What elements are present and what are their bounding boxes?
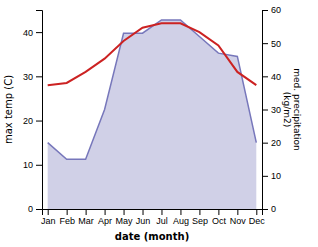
marks	[48, 20, 257, 209]
axis-line	[36, 11, 43, 210]
tick-label: Jul	[156, 216, 168, 226]
tick-mark	[237, 209, 238, 215]
tick-mark	[262, 10, 268, 11]
tick: 10	[262, 171, 281, 181]
tick-label: 20	[271, 138, 281, 148]
tick-label: 0	[271, 204, 276, 214]
tick-label: 10	[271, 171, 281, 181]
tick: 20	[23, 116, 42, 126]
tick: May	[116, 209, 134, 226]
chart: JanFebMar Apr MayJun Jul AugSep OctNovDec 0 10 2…	[0, 0, 318, 247]
tick: 0	[262, 204, 276, 214]
tick: 30	[262, 105, 281, 115]
tick-label: Jun	[136, 216, 151, 226]
tick-label: Sep	[192, 216, 208, 226]
tick-label: Nov	[230, 216, 247, 226]
tick: 40	[262, 72, 281, 82]
tick-label: 40	[271, 72, 281, 82]
tick-label: 50	[271, 39, 281, 49]
tick-mark	[161, 209, 162, 215]
tick-mark	[36, 165, 42, 166]
tick-label: Mar	[78, 216, 94, 226]
tick-mark	[143, 209, 144, 215]
y-axis: 0 10 20 30 40	[23, 11, 43, 215]
tick-label: Feb	[59, 216, 75, 226]
tick: Nov	[230, 209, 247, 226]
tick: 30	[23, 72, 42, 82]
tick-label: Jan	[41, 216, 56, 226]
tick-label: Aug	[173, 216, 189, 226]
tick: 0	[28, 204, 42, 214]
y2-axis: 0 10 20 30 40 50 60	[262, 5, 281, 214]
x-axis-title: date (month)	[115, 231, 189, 242]
tick-label: 0	[28, 204, 33, 214]
tick: Jul	[156, 209, 168, 226]
temperature-line	[48, 23, 257, 85]
tick-mark	[262, 143, 268, 144]
tick-mark	[36, 76, 42, 77]
tick: 60	[262, 5, 281, 15]
tick-label: 30	[23, 72, 33, 82]
tick-mark	[262, 209, 268, 210]
tick-mark	[36, 209, 42, 210]
tick-mark	[105, 209, 106, 215]
tick-label: 30	[271, 105, 281, 115]
tick-mark	[36, 121, 42, 122]
tick-mark	[48, 209, 49, 215]
tick: 10	[23, 160, 42, 170]
tick-mark	[262, 76, 268, 77]
tick: Sep	[192, 209, 208, 226]
tick-label: 20	[23, 116, 33, 126]
tick: 50	[262, 39, 281, 49]
tick: Feb	[59, 209, 75, 226]
precipitation-area	[48, 20, 257, 209]
y2-axis-title: med. precipitation(kg/m2)	[282, 68, 302, 150]
tick: Dec	[249, 209, 266, 226]
tick-label: 10	[23, 160, 33, 170]
y-axis-title: max temp (C)	[3, 75, 14, 144]
tick-label: 40	[23, 27, 33, 37]
tick-mark	[256, 209, 257, 215]
tick: 40	[23, 27, 42, 37]
tick-mark	[262, 176, 268, 177]
axis-line	[43, 210, 263, 216]
tick: Aug	[173, 209, 189, 226]
tick: Jun	[136, 209, 151, 226]
tick: Mar	[78, 209, 94, 226]
tick-mark	[199, 209, 200, 215]
tick: Jan	[41, 209, 56, 226]
tick-mark	[180, 209, 181, 215]
tick-mark	[36, 32, 42, 33]
precipitation-line	[48, 20, 257, 159]
tick-mark	[218, 209, 219, 215]
tick-mark	[262, 110, 268, 111]
tick-label: 60	[271, 5, 281, 15]
tick: Apr	[98, 209, 112, 226]
tick-label: Dec	[249, 216, 266, 226]
tick-mark	[67, 209, 68, 215]
tick: Oct	[212, 209, 227, 226]
tick-label: Oct	[212, 216, 227, 226]
tick-mark	[124, 209, 125, 215]
tick-mark	[262, 43, 268, 44]
x-axis: JanFebMar Apr MayJun Jul AugSep OctNovDec	[41, 209, 265, 226]
tick-label: May	[116, 216, 134, 226]
tick-mark	[86, 209, 87, 215]
axis-line	[263, 11, 269, 210]
tick: 20	[262, 138, 281, 148]
tick-label: Apr	[98, 216, 112, 226]
plot: JanFebMar Apr MayJun Jul AugSep OctNovDec 0 10 2…	[3, 5, 302, 242]
